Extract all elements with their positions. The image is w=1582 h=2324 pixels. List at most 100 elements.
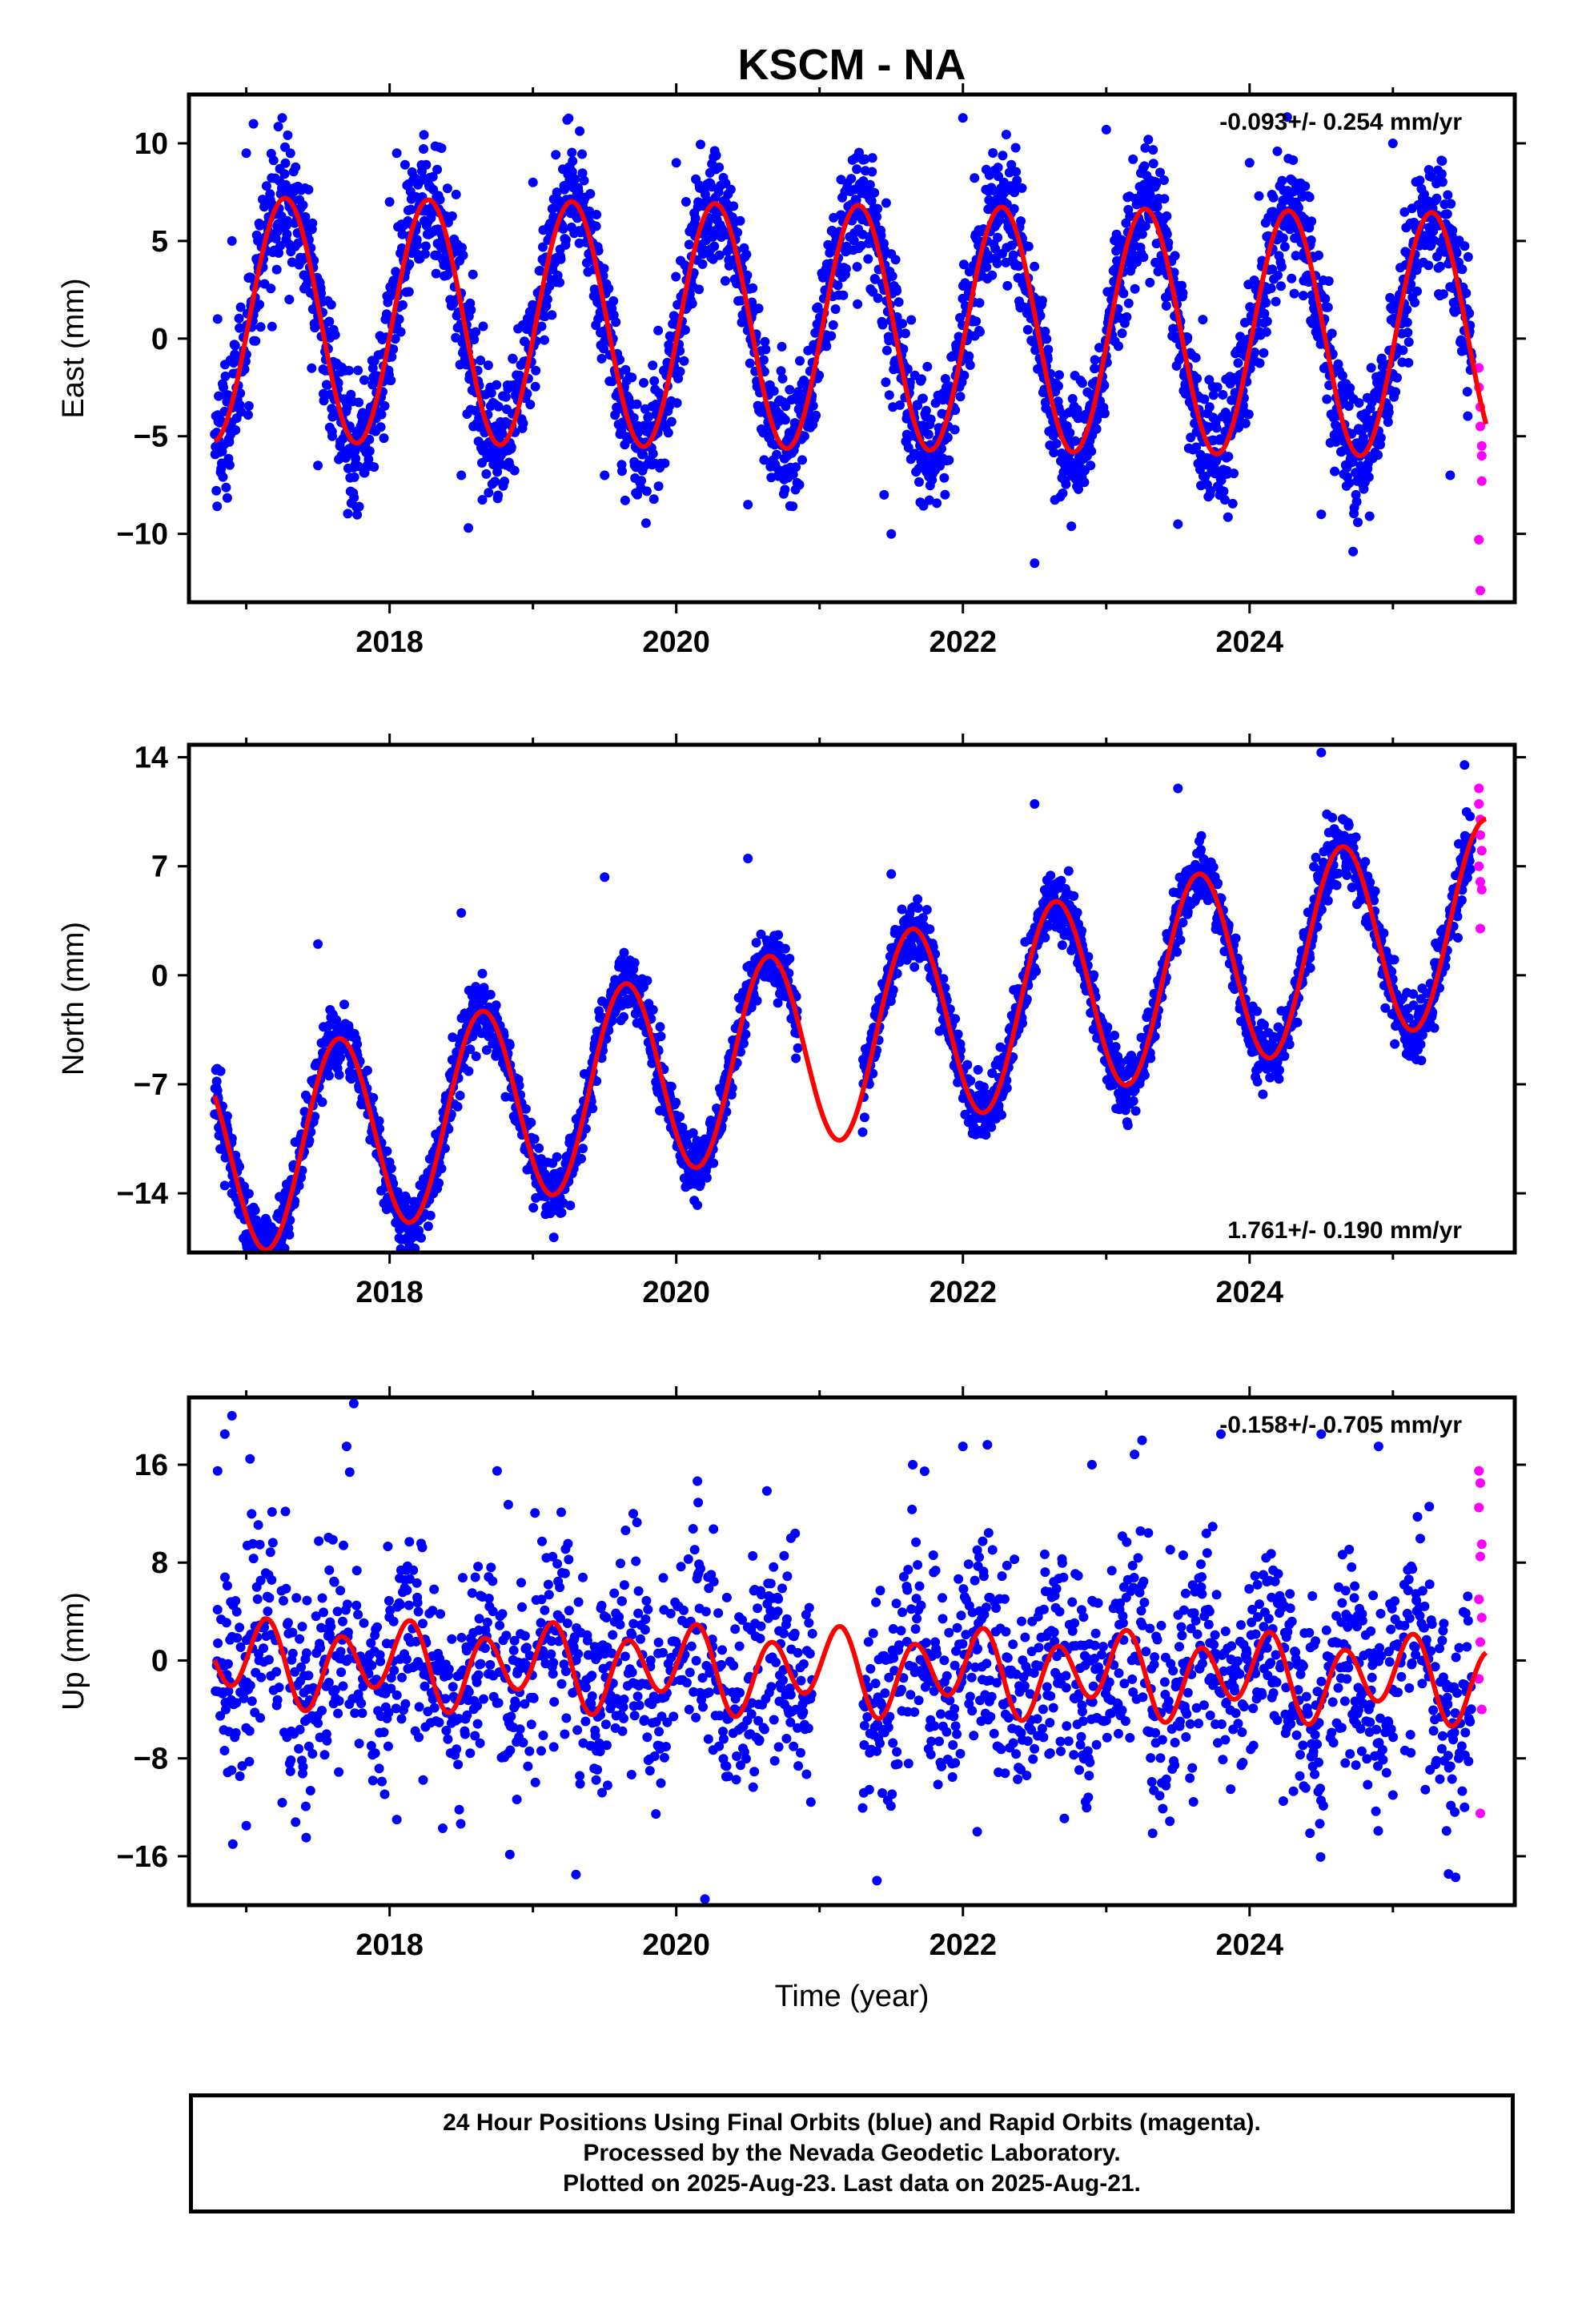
final-point [1298,291,1308,301]
final-point [451,189,461,199]
final-point [859,1112,869,1123]
final-point [367,363,378,373]
final-point [303,184,314,195]
final-point [282,229,292,239]
y-tick-label: 0 [151,323,168,356]
final-point [1128,154,1138,164]
final-point [793,387,804,397]
rapid-point [1476,476,1487,486]
final-point [485,990,496,999]
final-point [1376,353,1387,364]
final-point [799,431,809,441]
final-point [629,958,640,968]
final-point [1353,517,1363,528]
final-point [529,1134,540,1144]
final-point [266,283,276,294]
final-point [1233,358,1243,368]
final-point [830,304,841,314]
final-point [1306,235,1316,245]
final-point [735,215,745,226]
final-point [965,360,975,370]
final-point [1155,167,1165,178]
final-point [423,1221,433,1232]
final-point [1383,407,1394,417]
final-point [993,163,1003,173]
final-point [881,345,892,356]
final-point [493,490,504,501]
final-point [508,354,518,364]
final-point [230,340,240,351]
final-point [212,314,223,324]
final-point [1079,477,1090,488]
final-point [362,1065,372,1076]
final-point [397,229,408,239]
final-point [788,501,798,512]
final-point [881,198,891,208]
final-point [1337,371,1347,381]
final-point [1173,519,1183,529]
final-point [1152,202,1162,212]
final-point [1158,175,1169,185]
final-point [921,405,931,416]
final-point [939,472,950,483]
final-point [887,271,897,281]
final-point [241,148,251,159]
final-point [701,1172,712,1183]
final-point [1437,156,1447,166]
final-point [565,1200,576,1211]
final-point [420,249,430,259]
final-point [1002,280,1013,291]
final-point [696,139,705,150]
final-point [788,469,798,480]
final-point [466,305,476,315]
final-point [520,1104,531,1114]
final-point [224,436,235,447]
final-point [1162,211,1172,221]
final-point [234,313,244,324]
final-point [538,242,548,252]
final-point [982,262,992,272]
final-point [555,277,565,287]
final-point [902,364,913,374]
final-point [486,388,496,398]
final-point [319,396,329,406]
final-point [872,211,882,222]
final-point [283,130,293,140]
final-point [282,215,292,226]
final-point [1364,511,1375,521]
final-point [1177,280,1186,291]
final-point [950,424,960,435]
final-point [387,352,397,362]
rapid-point [1476,421,1485,432]
final-point [368,1092,379,1103]
final-point [1415,175,1425,186]
final-point [343,365,354,376]
final-point [738,1039,749,1048]
final-point [419,130,429,140]
final-point [1272,146,1283,156]
final-point [1042,334,1052,344]
final-point [1387,139,1398,148]
final-point [1276,262,1287,272]
final-point [684,239,694,250]
final-point [468,269,478,279]
final-point [1383,417,1393,427]
y-tick-label: 10 [135,127,168,161]
final-point [588,1104,598,1114]
final-point [1091,424,1102,434]
final-point [1323,276,1334,286]
final-point [741,249,752,259]
final-point [736,1047,745,1057]
final-point [386,376,396,385]
final-point [672,398,682,408]
final-point [987,270,998,280]
final-point [294,1180,304,1191]
final-point [660,458,670,468]
final-point [352,1039,363,1049]
final-point [1343,401,1354,412]
final-point [458,250,468,260]
final-point [300,211,311,222]
final-point [1145,277,1155,287]
final-point [897,904,907,915]
final-point [833,280,843,291]
